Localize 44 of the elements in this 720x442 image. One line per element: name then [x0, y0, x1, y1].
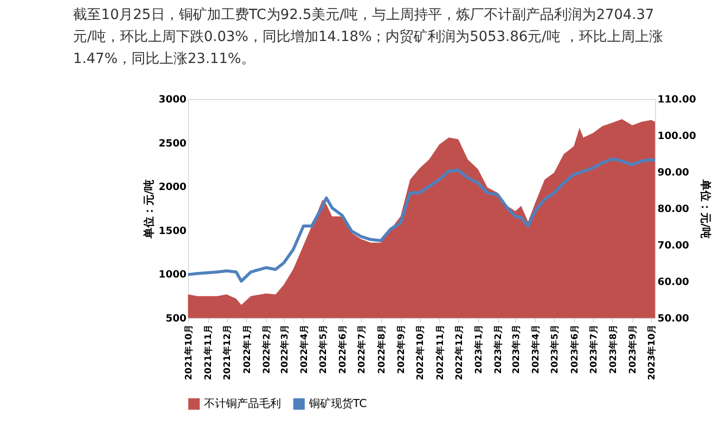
- y-tick-label: 3000: [158, 94, 187, 106]
- legend-label: 铜矿现货TC: [308, 397, 368, 410]
- x-tick-label: 2023年10月: [646, 324, 658, 380]
- x-tick-label: 2022年8月: [376, 324, 388, 374]
- y2-axis-title: 单位：元/吨: [699, 178, 712, 239]
- line-series: [186, 157, 656, 283]
- y-tick-label: 2500: [158, 138, 187, 150]
- x-tick-label: 2021年10月: [184, 324, 194, 380]
- y-tick-label: 1000: [158, 270, 187, 281]
- y2-tick-label: 90.00: [658, 168, 690, 178]
- y-axis-title: 单位：元/吨: [142, 179, 156, 240]
- legend-label: 不计铜产品毛利: [204, 397, 281, 410]
- x-tick-label: 2023年9月: [628, 324, 639, 374]
- y-tick-label: 1500: [158, 226, 187, 237]
- x-tick-label: 2022年1月: [242, 324, 253, 374]
- x-tick-label: 2022年5月: [318, 324, 330, 374]
- y2-tick-label: 50.00: [658, 314, 690, 324]
- x-tick-label: 2021年12月: [222, 324, 234, 380]
- x-tick-label: 2023年2月: [493, 324, 504, 374]
- y2-tick-label: 110.00: [658, 94, 696, 106]
- x-tick-label: 2023年5月: [550, 324, 561, 374]
- x-tick-label: 2021年11月: [203, 324, 214, 380]
- y2-tick-label: 60.00: [658, 277, 690, 288]
- y2-tick-label: 100.00: [658, 131, 696, 142]
- y-tick-label: 500: [166, 314, 187, 324]
- y-tick-label: 2000: [158, 182, 187, 194]
- x-tick-label: 2022年7月: [356, 324, 368, 374]
- x-tick-label: 2022年11月: [434, 324, 446, 380]
- x-tick-label: 2023年4月: [530, 324, 542, 374]
- y2-tick-label: 80.00: [658, 204, 690, 215]
- x-tick-label: 2023年8月: [608, 324, 619, 374]
- y2-tick-label: 70.00: [658, 240, 690, 252]
- x-tick-label: 2022年6月: [338, 324, 349, 374]
- x-tick-label: 2022年3月: [279, 324, 290, 374]
- x-tick-label: 2022年10月: [415, 324, 426, 380]
- x-tick-label: 2022年9月: [396, 324, 408, 374]
- x-tick-label: 2023年1月: [473, 324, 484, 374]
- x-tick-label: 2023年7月: [588, 324, 600, 374]
- x-tick-label: 2023年3月: [510, 324, 522, 374]
- x-tick-label: 2022年4月: [298, 324, 310, 374]
- x-tick-label: 2023年6月: [569, 324, 580, 374]
- x-tick-label: 2022年2月: [262, 324, 273, 374]
- chart-title: 截至10月25日，铜矿加工费TC为92.5美元/吨，与上周持平，炼厂不计副产品利润为2704.37元/吨，环比上周下跌0.03%，同比增加14.18%；内贸矿利润为5053.86元/吨 ，环比上周上涨1.47%，同比上涨23.11%。: [73, 7, 663, 67]
- x-tick-label: 2022年12月: [454, 324, 465, 380]
